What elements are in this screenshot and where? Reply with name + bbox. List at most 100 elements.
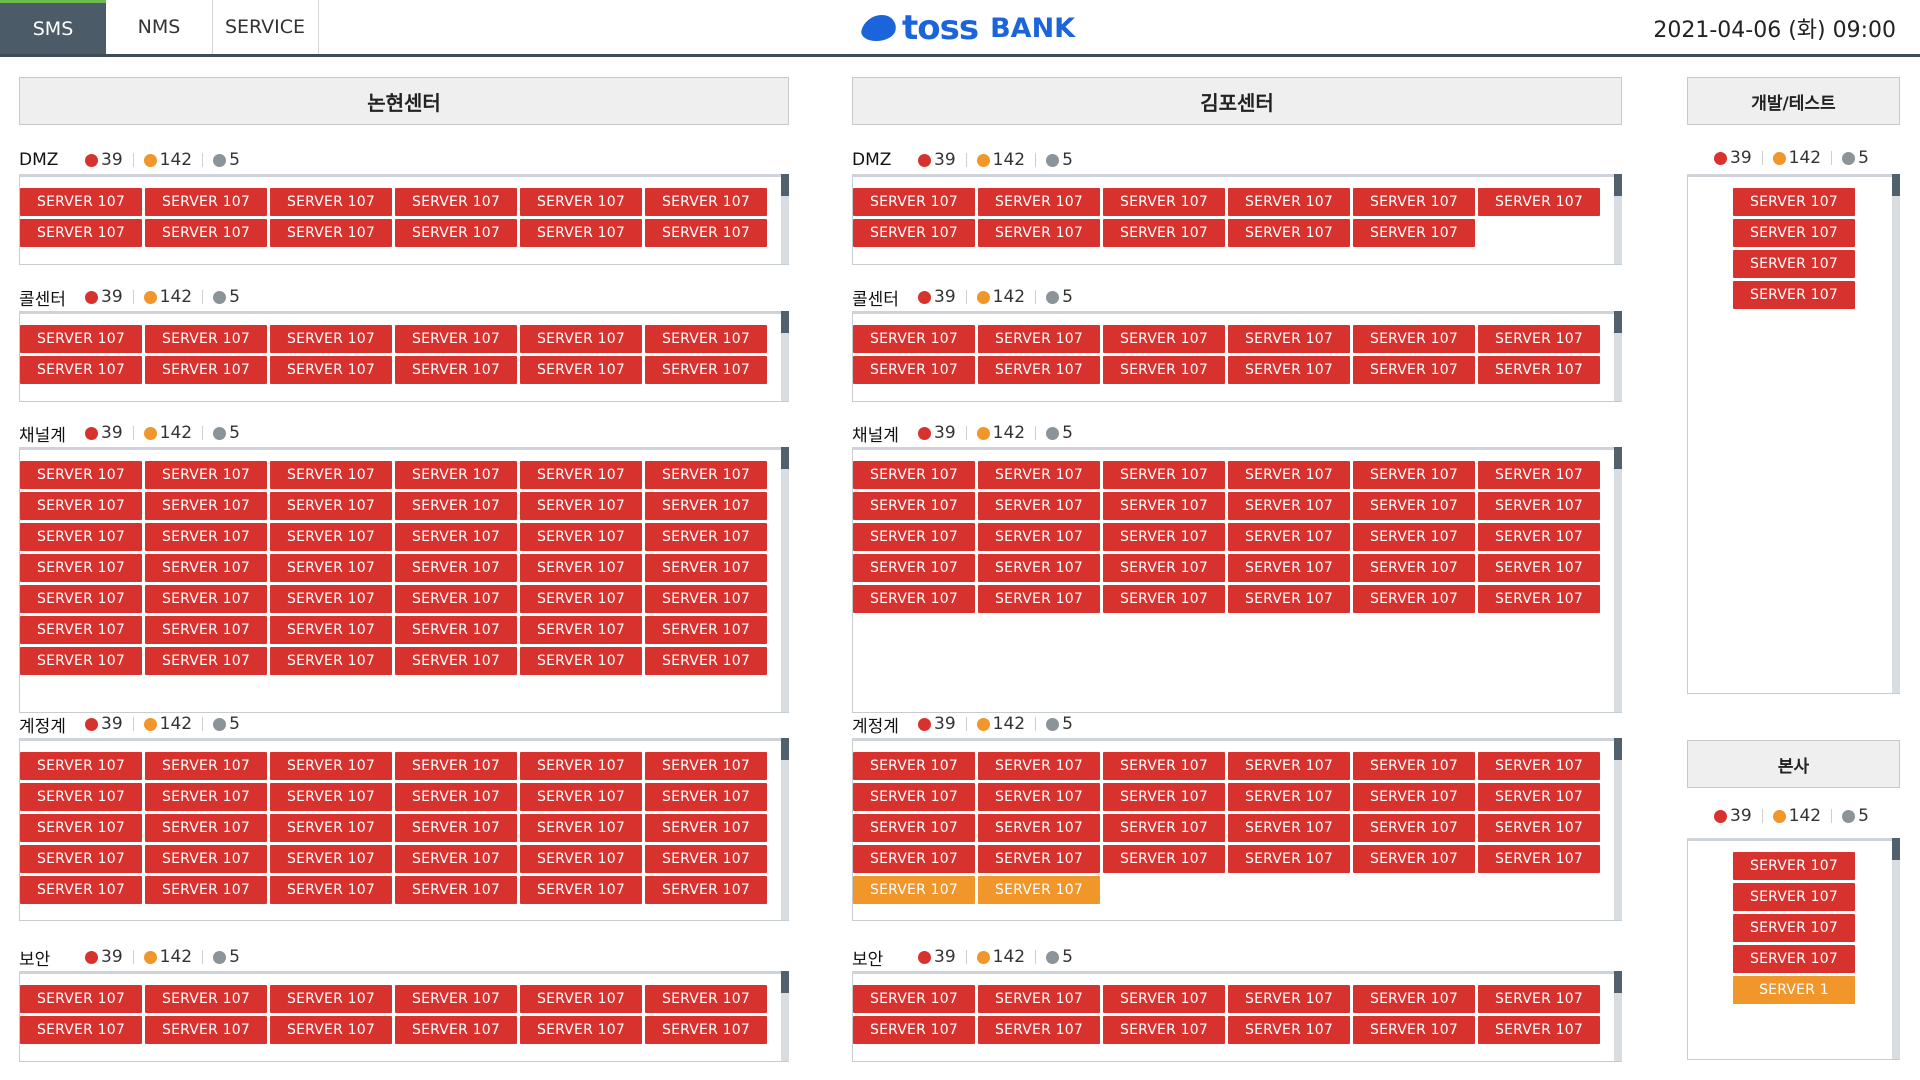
server-button[interactable]: SERVER 107 [978, 783, 1100, 811]
server-button[interactable]: SERVER 107 [270, 1016, 392, 1044]
scrollbar[interactable] [1614, 447, 1622, 712]
server-button[interactable]: SERVER 107 [853, 845, 975, 873]
scrollbar-thumb[interactable] [781, 447, 789, 469]
server-button[interactable]: SERVER 107 [1103, 554, 1225, 582]
scrollbar[interactable] [1892, 174, 1900, 693]
server-button[interactable]: SERVER 107 [1103, 845, 1225, 873]
server-button[interactable]: SERVER 107 [270, 523, 392, 551]
server-button[interactable]: SERVER 107 [978, 1016, 1100, 1044]
server-button[interactable]: SERVER 107 [270, 647, 392, 675]
server-button[interactable]: SERVER 107 [1733, 914, 1855, 942]
server-button[interactable]: SERVER 107 [520, 554, 642, 582]
server-button[interactable]: SERVER 107 [20, 616, 142, 644]
server-button[interactable]: SERVER 107 [1353, 1016, 1475, 1044]
server-button[interactable]: SERVER 107 [645, 783, 767, 811]
server-button[interactable]: SERVER 107 [645, 876, 767, 904]
server-button[interactable]: SERVER 107 [20, 219, 142, 247]
server-button[interactable]: SERVER 107 [1103, 585, 1225, 613]
server-button[interactable]: SERVER 107 [520, 523, 642, 551]
server-button[interactable]: SERVER 107 [395, 985, 517, 1013]
server-button[interactable]: SERVER 107 [145, 461, 267, 489]
server-button[interactable]: SERVER 107 [1733, 852, 1855, 880]
server-button[interactable]: SERVER 107 [270, 188, 392, 216]
server-button[interactable]: SERVER 107 [395, 523, 517, 551]
server-button[interactable]: SERVER 107 [853, 585, 975, 613]
server-button[interactable]: SERVER 107 [20, 188, 142, 216]
server-button[interactable]: SERVER 107 [853, 783, 975, 811]
server-button[interactable]: SERVER 107 [270, 814, 392, 842]
server-button[interactable]: SERVER 107 [1353, 752, 1475, 780]
server-button[interactable]: SERVER 107 [1353, 554, 1475, 582]
server-button[interactable]: SERVER 107 [395, 814, 517, 842]
server-button[interactable]: SERVER 107 [978, 752, 1100, 780]
server-button[interactable]: SERVER 107 [978, 845, 1100, 873]
server-button[interactable]: SERVER 107 [1228, 845, 1350, 873]
server-button[interactable]: SERVER 107 [145, 188, 267, 216]
server-button[interactable]: SERVER 107 [20, 647, 142, 675]
server-button[interactable]: SERVER 107 [1478, 554, 1600, 582]
server-button[interactable]: SERVER 107 [145, 1016, 267, 1044]
server-button[interactable]: SERVER 107 [1103, 461, 1225, 489]
server-button[interactable]: SERVER 107 [1353, 461, 1475, 489]
server-button[interactable]: SERVER 107 [1103, 523, 1225, 551]
scrollbar-thumb[interactable] [1614, 447, 1622, 469]
server-button[interactable]: SERVER 1 [1733, 976, 1855, 1004]
server-button[interactable]: SERVER 107 [1103, 356, 1225, 384]
server-button[interactable]: SERVER 107 [520, 585, 642, 613]
server-button[interactable]: SERVER 107 [270, 616, 392, 644]
server-button[interactable]: SERVER 107 [1103, 325, 1225, 353]
server-button[interactable]: SERVER 107 [1103, 752, 1225, 780]
server-button[interactable]: SERVER 107 [853, 188, 975, 216]
server-button[interactable]: SERVER 107 [978, 985, 1100, 1013]
server-button[interactable]: SERVER 107 [1228, 461, 1350, 489]
server-button[interactable]: SERVER 107 [645, 523, 767, 551]
server-button[interactable]: SERVER 107 [145, 356, 267, 384]
server-button[interactable]: SERVER 107 [145, 492, 267, 520]
server-button[interactable]: SERVER 107 [1478, 325, 1600, 353]
server-button[interactable]: SERVER 107 [395, 616, 517, 644]
server-button[interactable]: SERVER 107 [1103, 492, 1225, 520]
server-button[interactable]: SERVER 107 [853, 876, 975, 904]
server-button[interactable]: SERVER 107 [1103, 188, 1225, 216]
server-button[interactable]: SERVER 107 [1228, 1016, 1350, 1044]
server-button[interactable]: SERVER 107 [395, 876, 517, 904]
server-button[interactable]: SERVER 107 [853, 219, 975, 247]
server-button[interactable]: SERVER 107 [1733, 883, 1855, 911]
server-button[interactable]: SERVER 107 [1478, 523, 1600, 551]
server-button[interactable]: SERVER 107 [1478, 585, 1600, 613]
server-button[interactable]: SERVER 107 [1478, 1016, 1600, 1044]
server-button[interactable]: SERVER 107 [645, 814, 767, 842]
server-button[interactable]: SERVER 107 [20, 876, 142, 904]
server-button[interactable]: SERVER 107 [853, 523, 975, 551]
server-button[interactable]: SERVER 107 [1478, 783, 1600, 811]
server-button[interactable]: SERVER 107 [145, 219, 267, 247]
server-button[interactable]: SERVER 107 [1228, 554, 1350, 582]
server-button[interactable]: SERVER 107 [20, 523, 142, 551]
server-button[interactable]: SERVER 107 [1478, 814, 1600, 842]
server-button[interactable]: SERVER 107 [395, 783, 517, 811]
server-button[interactable]: SERVER 107 [645, 219, 767, 247]
server-button[interactable]: SERVER 107 [1353, 356, 1475, 384]
server-button[interactable]: SERVER 107 [395, 219, 517, 247]
server-button[interactable]: SERVER 107 [978, 492, 1100, 520]
server-button[interactable]: SERVER 107 [145, 647, 267, 675]
server-button[interactable]: SERVER 107 [645, 985, 767, 1013]
server-button[interactable]: SERVER 107 [520, 492, 642, 520]
server-button[interactable]: SERVER 107 [270, 492, 392, 520]
server-button[interactable]: SERVER 107 [270, 554, 392, 582]
scrollbar-thumb[interactable] [1614, 971, 1622, 993]
server-button[interactable]: SERVER 107 [395, 845, 517, 873]
server-button[interactable]: SERVER 107 [853, 325, 975, 353]
scrollbar-thumb[interactable] [1892, 174, 1900, 196]
server-button[interactable]: SERVER 107 [520, 1016, 642, 1044]
server-button[interactable]: SERVER 107 [520, 219, 642, 247]
server-button[interactable]: SERVER 107 [145, 554, 267, 582]
server-button[interactable]: SERVER 107 [1478, 845, 1600, 873]
server-button[interactable]: SERVER 107 [145, 985, 267, 1013]
server-button[interactable]: SERVER 107 [1353, 783, 1475, 811]
server-button[interactable]: SERVER 107 [270, 325, 392, 353]
server-button[interactable]: SERVER 107 [853, 356, 975, 384]
server-button[interactable]: SERVER 107 [520, 985, 642, 1013]
server-button[interactable]: SERVER 107 [1478, 461, 1600, 489]
scrollbar-thumb[interactable] [1614, 738, 1622, 760]
